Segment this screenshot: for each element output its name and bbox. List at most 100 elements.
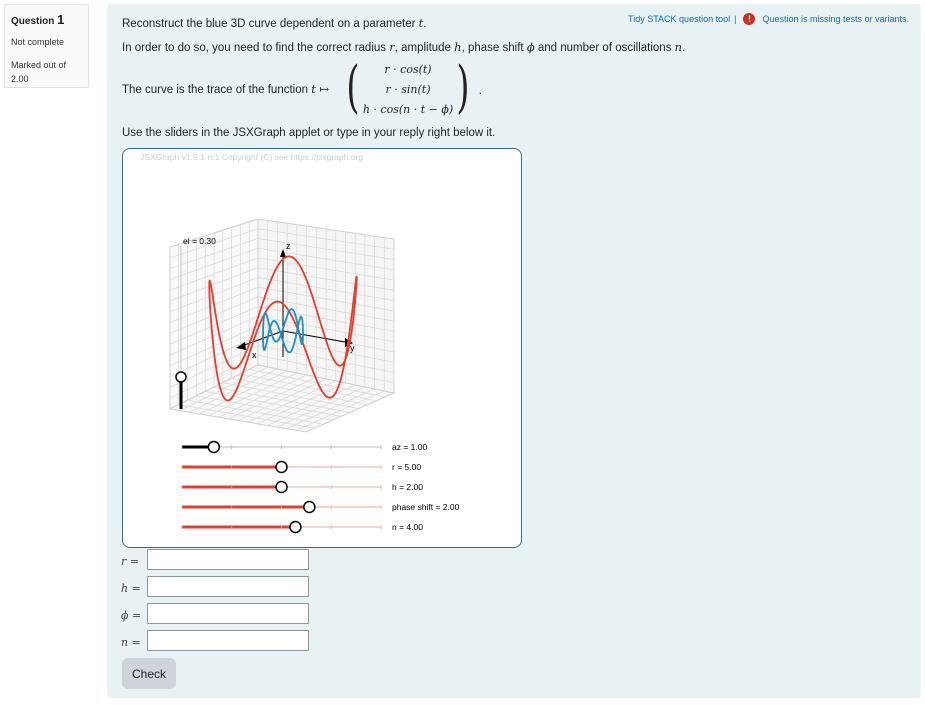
- question-info-box: Question 1 Not complete Marked out of 2.…: [4, 4, 89, 88]
- grid-line: [257, 315, 395, 343]
- blue-curve: [262, 308, 304, 354]
- slider-knob[interactable]: [289, 520, 302, 534]
- question-label: Question: [11, 16, 55, 27]
- instruction-line-3: The curve is the trace of the function t…: [122, 82, 329, 96]
- slider-label: phase shift = 2.00: [392, 502, 460, 512]
- grid-line: [169, 354, 259, 399]
- answer-label-n: n =: [121, 636, 141, 649]
- right-paren: ): [456, 55, 470, 120]
- grid-line: [231, 377, 368, 406]
- slider-knob[interactable]: [207, 440, 221, 454]
- tidy-tool-link[interactable]: Tidy STACK question tool: [628, 14, 731, 24]
- top-links: Tidy STACK question tool | ! Question is…: [628, 13, 909, 25]
- grid-line: [257, 267, 395, 291]
- instruction-line-1: Reconstruct the blue 3D curve dependent …: [122, 16, 426, 30]
- line1-end: .: [423, 18, 427, 30]
- grid-line: [169, 267, 259, 302]
- var-h: h: [454, 40, 462, 54]
- answer-label-r: r =: [121, 555, 139, 568]
- grid-line: [196, 395, 333, 421]
- elevation-slider[interactable]: el = 0.30: [175, 236, 216, 409]
- grid-line: [257, 228, 395, 250]
- grid-line: [169, 238, 259, 269]
- vector-row-3: h · cos(n · t − ϕ): [362, 103, 454, 116]
- vector-row-1: r · cos(t): [384, 63, 432, 76]
- question-state: Not complete: [11, 37, 65, 47]
- y-axis-label: y: [350, 343, 355, 353]
- vector-end: .: [478, 83, 482, 97]
- grid-line: [205, 391, 342, 417]
- grid-line: [169, 296, 259, 334]
- var-n: n: [674, 40, 683, 54]
- missing-tests-link[interactable]: Question is missing tests or variants.: [762, 14, 909, 24]
- grid-line: [222, 382, 359, 409]
- grid-line: [257, 277, 395, 301]
- slider-label: r = 5.00: [392, 462, 421, 472]
- maps-to: t ↦: [311, 82, 330, 96]
- line1-text: Reconstruct the blue 3D curve dependent …: [122, 18, 419, 30]
- slider-knob[interactable]: [275, 460, 288, 474]
- grid-line: [257, 247, 395, 271]
- line2-text-a: In order to do so, you need to find the …: [122, 42, 390, 54]
- vector-function: ( ) r · cos(t) r · sin(t) h · cos(n · t …: [346, 55, 482, 120]
- alert-icon: !: [743, 13, 756, 25]
- answer-input-n[interactable]: [147, 630, 309, 651]
- red-curve: [208, 255, 358, 402]
- x-axis-label: x: [252, 350, 257, 360]
- jsxgraph-board[interactable]: JSXGraph v1.5.1-rc1 Copyright (C) see ht…: [122, 148, 522, 548]
- line2-end: .: [682, 42, 686, 54]
- grid-line: [257, 296, 395, 322]
- grid-line: [257, 286, 395, 312]
- answer-input-r[interactable]: [147, 549, 309, 570]
- jsxgraph-copyright: JSXGraph v1.5.1-rc1 Copyright (C) see ht…: [140, 152, 363, 162]
- parameter-sliders[interactable]: az = 1.00 r = 5.00 h = 2.00 phase shift = 2…: [181, 440, 460, 534]
- grid-line: [169, 257, 259, 291]
- var-t: t: [418, 16, 424, 30]
- instruction-line-2: In order to do so, you need to find the …: [122, 40, 685, 54]
- slider-label: h = 2.00: [392, 482, 423, 492]
- slider-knob[interactable]: [303, 500, 316, 514]
- slider-label: n = 4.00: [392, 522, 423, 532]
- grid-line: [169, 277, 259, 313]
- grid-line: [257, 345, 395, 373]
- grid-line: [257, 335, 395, 363]
- grid-line: [240, 373, 377, 402]
- question-number: Question 1: [11, 12, 82, 27]
- grade-value: 2.00: [11, 74, 29, 84]
- slider-label: az = 1.00: [392, 442, 427, 452]
- grade-label: Marked out of: [11, 60, 67, 70]
- line2-text-b: , amplitude: [394, 42, 455, 54]
- grid-line: [169, 228, 259, 259]
- link-separator: |: [734, 14, 737, 24]
- answer-input-h[interactable]: [147, 576, 309, 597]
- 3d-curves: [208, 255, 358, 402]
- answer-input-phi[interactable]: [147, 603, 309, 624]
- 3d-box-grid: [168, 218, 396, 433]
- y-axis: [282, 330, 352, 344]
- left-paren: (: [346, 55, 360, 120]
- question-content: Tidy STACK question tool | ! Question is…: [107, 4, 921, 698]
- grid-line: [169, 247, 259, 280]
- question-grade: Marked out of 2.00: [11, 58, 82, 86]
- z-axis-label: z: [286, 241, 291, 251]
- question-number-value: 1: [57, 12, 65, 27]
- var-r: r: [389, 40, 395, 54]
- grid-line: [257, 238, 395, 260]
- x-axis-arrow: [236, 342, 246, 350]
- grid-line: [257, 306, 395, 332]
- line2-text-d: and number of oscillations: [534, 42, 675, 54]
- vector-row-2: r · sin(t): [385, 83, 431, 96]
- grid-line: [169, 316, 259, 356]
- grid-line: [169, 306, 259, 345]
- grid-line: [187, 399, 324, 425]
- z-axis-arrow: [280, 249, 286, 257]
- el-slider-label: el = 0.30: [183, 236, 216, 246]
- answer-label-h: h =: [121, 582, 141, 595]
- slider-knob[interactable]: [275, 480, 288, 494]
- board-canvas[interactable]: z x y el = 0.30 az = 1.00 r = 5.00 h = 2.00 p…: [123, 149, 522, 548]
- var-phi: ϕ: [526, 40, 535, 54]
- line3-text: The curve is the trace of the function: [122, 84, 312, 96]
- x-axis: [238, 330, 284, 348]
- check-button[interactable]: Check: [122, 658, 176, 689]
- floor: [168, 364, 396, 433]
